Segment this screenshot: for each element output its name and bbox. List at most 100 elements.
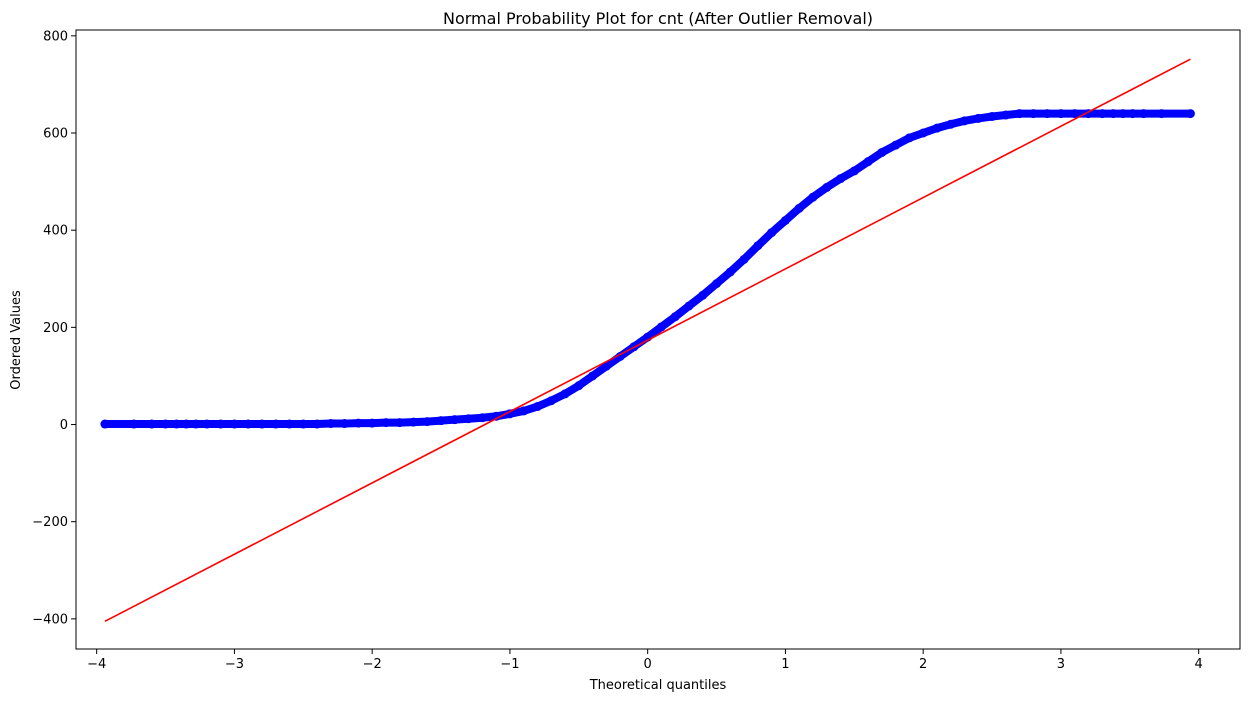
data-point — [229, 419, 239, 429]
data-point — [753, 241, 763, 251]
data-point — [298, 419, 308, 429]
y-tick-label: 0 — [60, 418, 68, 433]
data-point — [477, 413, 487, 423]
data-point — [904, 133, 914, 143]
data-point — [505, 409, 515, 419]
x-tick-label: −2 — [363, 657, 382, 672]
data-point — [1128, 109, 1138, 119]
x-axis: −4 −3 −2 −1 0 1 2 3 4 — [87, 649, 1203, 672]
plot-frame — [75, 29, 1241, 650]
data-point — [739, 254, 749, 264]
x-tick-label: −1 — [500, 657, 519, 672]
data-point — [1015, 109, 1025, 119]
data-point — [725, 267, 735, 277]
plot-area: −4 −3 −2 −1 0 1 2 3 4 −400 −200 0 200 400 600 800 — [32, 29, 1241, 672]
data-point — [959, 116, 969, 126]
data-point — [161, 419, 171, 429]
data-point — [257, 419, 267, 429]
data-point — [1028, 109, 1038, 119]
data-points — [100, 109, 1195, 429]
data-point — [243, 419, 253, 429]
data-point — [1118, 109, 1128, 119]
data-point — [601, 361, 611, 371]
data-point — [381, 418, 391, 428]
data-point — [1056, 109, 1066, 119]
x-tick-label: 2 — [919, 657, 927, 672]
fit-line-layer — [104, 58, 1191, 623]
data-point — [1139, 109, 1149, 119]
data-point — [1001, 110, 1011, 120]
chart-title: Normal Probability Plot for cnt (After O… — [443, 9, 873, 28]
x-tick-label: −3 — [225, 657, 244, 672]
x-tick-label: 1 — [781, 657, 789, 672]
data-point — [129, 419, 139, 429]
data-point — [794, 203, 804, 213]
data-point — [1108, 109, 1118, 119]
data-point — [202, 419, 212, 429]
data-point — [312, 419, 322, 429]
data-point — [1042, 109, 1052, 119]
y-tick-label: 400 — [43, 224, 68, 239]
data-point — [172, 419, 182, 429]
data-point — [891, 140, 901, 150]
data-point — [367, 418, 377, 428]
data-point — [181, 419, 191, 429]
data-point — [918, 128, 928, 138]
data-point — [932, 123, 942, 133]
y-tick-label: 800 — [43, 29, 68, 44]
data-point — [147, 419, 157, 429]
y-tick-label: 600 — [43, 127, 68, 142]
data-point — [353, 418, 363, 428]
data-point — [712, 279, 722, 289]
data-point — [546, 396, 556, 406]
y-tick-label: −200 — [32, 515, 68, 530]
data-point — [464, 414, 474, 424]
data-point — [684, 301, 694, 311]
y-tick-label: −400 — [32, 612, 68, 627]
data-point — [656, 322, 666, 332]
data-point — [808, 192, 818, 202]
data-point — [560, 389, 570, 399]
data-point — [588, 371, 598, 381]
data-point — [422, 417, 432, 427]
data-point — [973, 113, 983, 123]
fit-line — [104, 58, 1191, 623]
data-point — [987, 111, 997, 121]
x-axis-label: Theoretical quantiles — [589, 678, 727, 693]
data-point — [408, 417, 418, 427]
data-point — [1097, 109, 1107, 119]
data-point — [946, 119, 956, 129]
y-tick-label: 200 — [43, 321, 68, 336]
data-point — [450, 415, 460, 425]
data-point — [216, 419, 226, 429]
x-tick-label: 4 — [1195, 657, 1203, 672]
data-point — [326, 419, 336, 429]
data-point — [863, 157, 873, 167]
data-point — [877, 147, 887, 157]
y-axis: −400 −200 0 200 400 600 800 — [32, 29, 76, 627]
data-point — [271, 419, 281, 429]
x-tick-label: −4 — [87, 657, 106, 672]
data-point — [519, 406, 529, 416]
data-point — [574, 381, 584, 391]
data-point — [285, 419, 295, 429]
x-tick-label: 3 — [1057, 657, 1065, 672]
data-point — [491, 411, 501, 421]
data-point — [1070, 109, 1080, 119]
data-point — [191, 419, 201, 429]
data-point — [532, 402, 542, 412]
data-point — [822, 182, 832, 192]
data-point — [436, 416, 446, 426]
data-point — [767, 228, 777, 238]
data-point — [836, 174, 846, 184]
data-point — [615, 352, 625, 362]
data-point — [100, 419, 110, 429]
data-point — [849, 166, 859, 176]
data-point — [1185, 109, 1195, 119]
data-point — [395, 418, 405, 428]
data-point — [1156, 109, 1166, 119]
data-point — [780, 215, 790, 225]
data-point — [698, 290, 708, 300]
data-point — [670, 312, 680, 322]
data-point — [340, 419, 350, 429]
